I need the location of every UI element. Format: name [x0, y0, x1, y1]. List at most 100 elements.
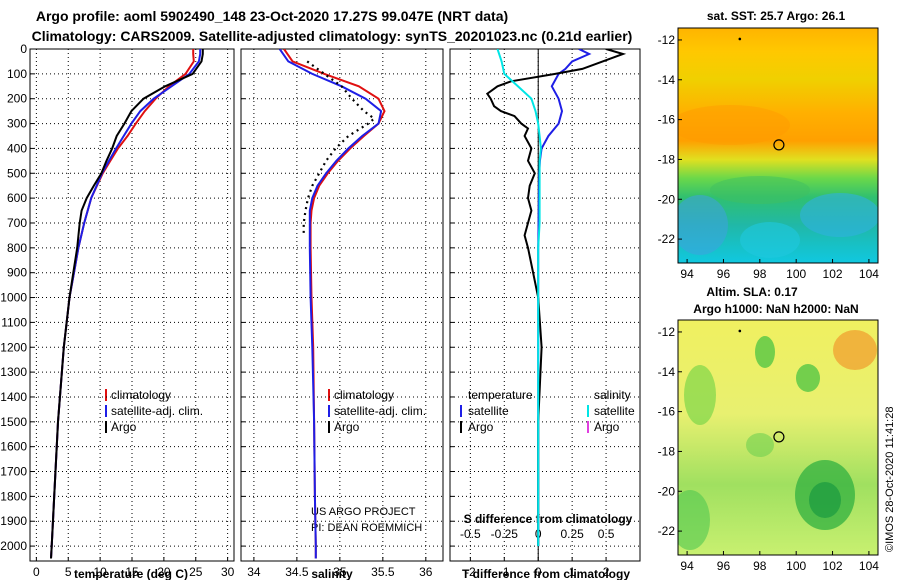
- depth-tick-label: 100: [7, 67, 27, 81]
- depth-tick-label: 1200: [0, 340, 27, 354]
- figure-title-line2: Climatology: CARS2009. Satellite-adjuste…: [32, 28, 633, 44]
- figure-title-line1: Argo profile: aoml 5902490_148 23-Oct-20…: [36, 8, 508, 24]
- sst-y-tick-label: -12: [658, 33, 676, 47]
- x-tick-label: 5: [65, 565, 72, 579]
- depth-tick-label: 1500: [0, 415, 27, 429]
- sla-y-tick-label: -20: [658, 484, 676, 498]
- x-tick-label: 1: [569, 565, 576, 579]
- sst-y-tick-label: -14: [658, 73, 676, 87]
- sla-low-patch: [755, 336, 775, 368]
- series-line-t-satellite: [537, 49, 592, 547]
- sla-x-tick-label: 104: [859, 559, 879, 573]
- depth-tick-label: 1100: [1, 315, 27, 329]
- x-tick-label: 36: [419, 565, 433, 579]
- legend-label-s-satellite: satellite: [594, 404, 635, 418]
- credit-project: US ARGO PROJECT: [311, 506, 416, 518]
- x-tick-label: 34.5: [285, 565, 309, 579]
- sla-y-tick-label: -14: [658, 365, 676, 379]
- legend-label-t-satellite: satellite: [468, 404, 509, 418]
- series-line-argo: [50, 49, 204, 559]
- sla-x-tick-label: 100: [786, 559, 806, 573]
- sla-x-tick-label: 98: [753, 559, 767, 573]
- credit-pi: PI: DEAN ROEMMICH: [311, 522, 422, 534]
- plot-layer: 0100200300400500600700800900100011001200…: [0, 33, 879, 579]
- x-tick-label: 25: [189, 565, 203, 579]
- sla-low-patch: [684, 365, 716, 425]
- series-line-s-satellite: [496, 49, 542, 547]
- sla-map-patches: [678, 330, 877, 550]
- depth-tick-label: 700: [7, 216, 27, 230]
- depth-tick-label: 1400: [0, 390, 27, 404]
- sst-x-tick-label: 94: [680, 267, 694, 281]
- difference-legend: temperature salinity satellite Argo sate…: [460, 388, 635, 434]
- sst-green-patch: [710, 176, 810, 204]
- series-line-satellite-adj-clim-: [50, 49, 202, 559]
- series-line-argo: [302, 60, 376, 236]
- depth-tick-label: 1900: [0, 514, 27, 528]
- series-layer: [485, 49, 627, 547]
- side-stamp: ©IMOS 28-Oct-2020 11:41:28: [884, 407, 896, 552]
- sla-y-tick-label: -12: [658, 325, 676, 339]
- x-tick-label: 0: [33, 565, 40, 579]
- salinity-legend: climatology satellite-adj. clim. Argo US…: [311, 388, 426, 534]
- depth-tick-label: 1000: [0, 291, 27, 305]
- legend-label-satellite: satellite-adj. clim.: [334, 404, 426, 418]
- sst-map-patches: [678, 105, 878, 258]
- sla-low-patch: [809, 482, 841, 518]
- sst-y-tick-label: -16: [658, 113, 676, 127]
- sst-y-tick-label: -22: [658, 232, 676, 246]
- series-line-satellite-adj-clim-: [278, 49, 383, 559]
- sst-x-tick-label: 102: [823, 267, 843, 281]
- sla-map-axes: 94 96 98 100 102 104 -12 -14 -16 -18 -20 -22: [658, 325, 880, 573]
- x-tick-label: 0: [535, 565, 542, 579]
- legend-label-argo: Argo: [334, 420, 360, 434]
- legend-title-salinity: salinity: [594, 388, 631, 402]
- legend-label-satellite: satellite-adj. clim.: [111, 404, 203, 418]
- top-x-tick-label: -0.25: [491, 527, 519, 541]
- sla-x-tick-label: 94: [680, 559, 694, 573]
- difference-x-label: T difference from climatology: [462, 567, 630, 580]
- series-layer: [50, 49, 204, 559]
- sla-x-tick-label: 96: [717, 559, 731, 573]
- sla-y-tick-label: -16: [658, 405, 676, 419]
- sla-y-tick-label: -18: [658, 444, 676, 458]
- x-tick-label: 35: [333, 565, 347, 579]
- sla-island-dot: [738, 329, 742, 333]
- x-tick-label: -1: [499, 565, 510, 579]
- legend-title-temperature: temperature: [468, 388, 533, 402]
- x-tick-label: 15: [125, 565, 139, 579]
- temperature-legend: climatology satellite-adj. clim. Argo: [105, 388, 203, 434]
- x-tick-label: 34: [247, 565, 261, 579]
- sla-map: [677, 319, 879, 556]
- legend-label-t-argo: Argo: [468, 420, 494, 434]
- sst-x-tick-label: 96: [717, 267, 731, 281]
- top-x-tick-label: -0.5: [460, 527, 481, 541]
- series-line-t-argo: [485, 49, 627, 547]
- sla-low-patch: [678, 490, 710, 550]
- depth-tick-label: 800: [7, 241, 27, 255]
- sst-x-tick-label: 98: [753, 267, 767, 281]
- x-tick-label: 10: [93, 565, 107, 579]
- depth-tick-label: 400: [7, 141, 27, 155]
- depth-tick-label: 200: [7, 92, 27, 106]
- sla-low-patch: [746, 433, 774, 457]
- legend-label-climatology: climatology: [111, 388, 171, 402]
- sst-y-tick-label: -18: [658, 152, 676, 166]
- sst-cool-patch: [678, 195, 728, 255]
- top-x-tick-label: 0.5: [598, 527, 615, 541]
- series-line-climatology: [283, 49, 386, 559]
- temperature-x-label: temperature (deg C): [74, 567, 188, 580]
- sla-low-patch: [796, 364, 820, 392]
- sst-cool-patch: [800, 193, 878, 237]
- salinity-panel: [240, 48, 444, 562]
- depth-tick-label: 1800: [0, 489, 27, 503]
- panel-layer: 34 34.5 35 35.5 36: [241, 48, 443, 579]
- series-layer: [278, 49, 386, 559]
- depth-tick-label: 900: [7, 266, 27, 280]
- panel-layer: 0100200300400500600700800900100011001200…: [0, 42, 234, 579]
- depth-tick-label: 300: [7, 117, 27, 131]
- sla-y-tick-label: -22: [658, 524, 676, 538]
- depth-tick-label: 500: [7, 166, 27, 180]
